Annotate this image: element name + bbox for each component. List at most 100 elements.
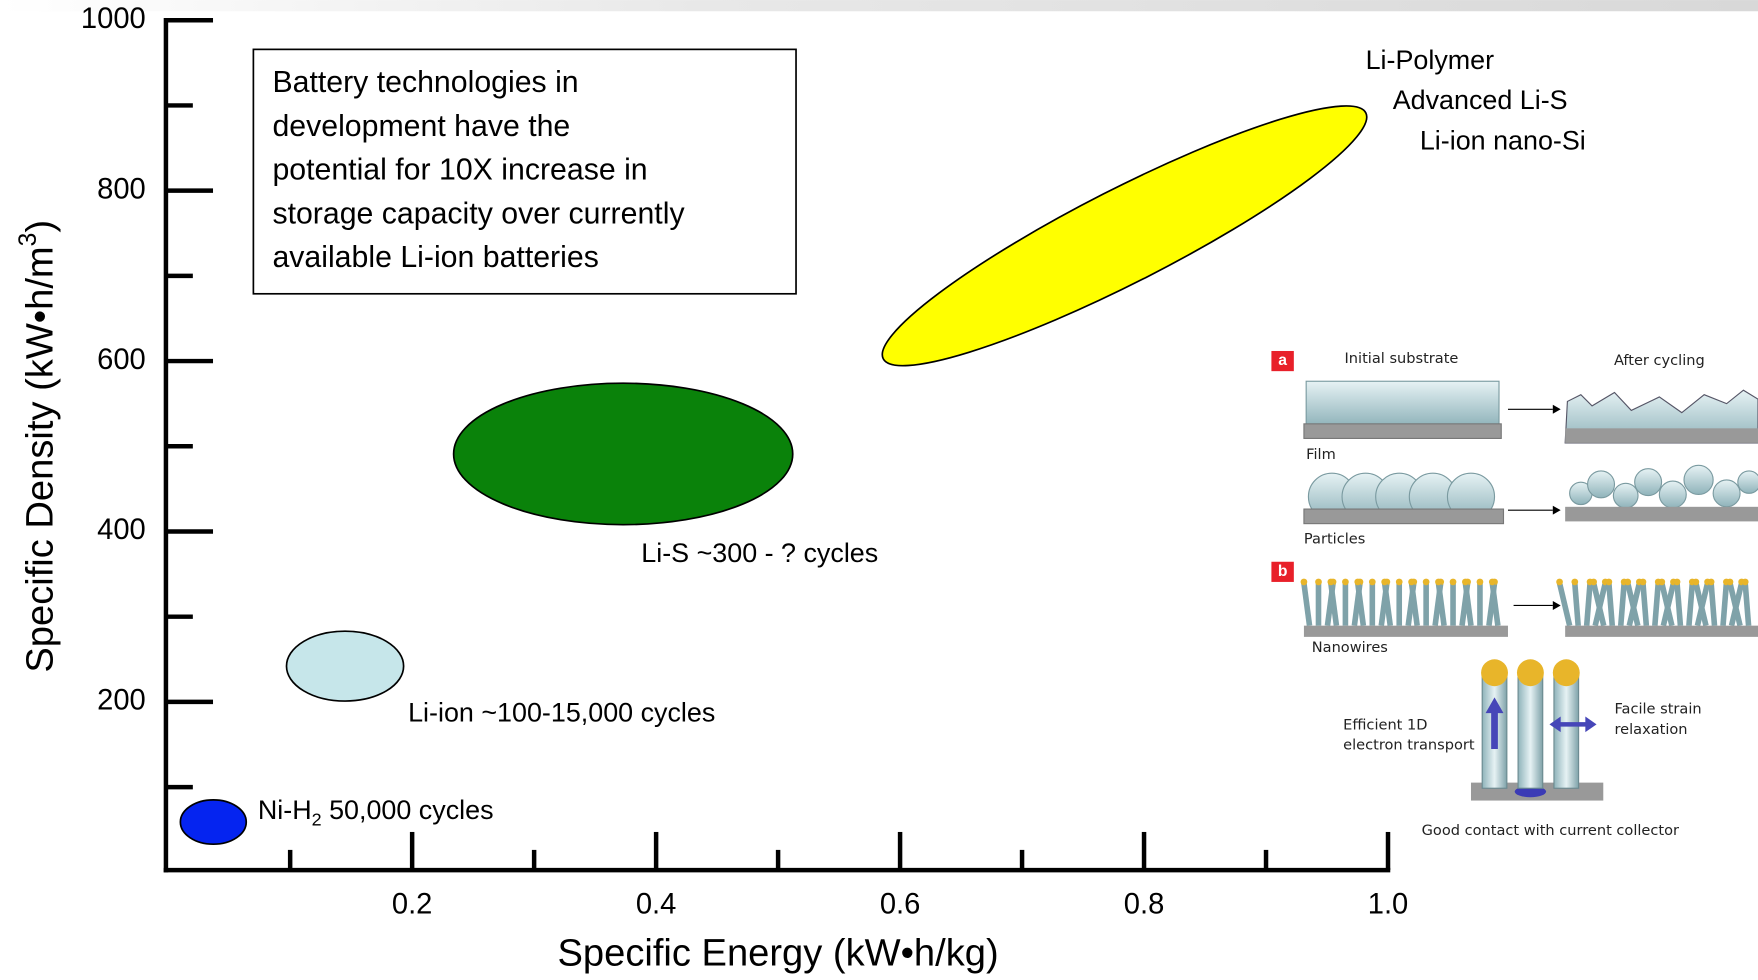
region-label: Li-ion ~100-15,000 cycles [408, 697, 715, 727]
wire [1621, 583, 1624, 626]
cracked-particles [1570, 465, 1758, 508]
region [454, 383, 793, 524]
wire-tip [1606, 579, 1613, 586]
inset-text: relaxation [1614, 721, 1687, 738]
wire [1587, 583, 1590, 626]
wire-tip [1396, 579, 1403, 586]
wire [1575, 583, 1578, 626]
wire [1465, 583, 1471, 626]
label-part: Ni-H [258, 795, 312, 825]
film [1306, 381, 1499, 426]
wire-tip [1408, 579, 1415, 586]
wire [1304, 583, 1310, 626]
y-tick-label: 200 [97, 685, 146, 717]
y-tick-label: 400 [97, 514, 146, 546]
wire [1492, 583, 1498, 626]
wire [1745, 583, 1748, 626]
inset-text: Facile strain [1614, 701, 1701, 718]
pillar [1554, 676, 1579, 788]
wire-tip [1727, 579, 1734, 586]
panel-letter: b [1278, 563, 1288, 580]
wire-tip [1369, 579, 1376, 586]
pillar [1518, 676, 1543, 788]
annotation-line: Battery technologies in [272, 66, 578, 99]
y-label-part: Specific Density (kW•h/m [20, 246, 62, 672]
wire-tip [1640, 579, 1647, 586]
wire-tip [1381, 579, 1388, 586]
wire [1385, 583, 1391, 626]
wire-tip [1674, 579, 1681, 586]
annotation-line: potential for 10X increase in [272, 154, 647, 187]
x-tick-label: 0.2 [392, 889, 433, 921]
wire [1689, 583, 1692, 626]
wire-tip [1571, 579, 1578, 586]
substrate [1565, 626, 1758, 637]
region-label: Li-Polymer [1366, 45, 1495, 75]
wire-tip [1450, 579, 1457, 586]
x-tick-label: 0.6 [880, 889, 921, 921]
header-bar [0, 0, 1758, 11]
wire-tip [1624, 579, 1631, 586]
y-tick-label: 800 [97, 173, 146, 205]
cap [1481, 659, 1508, 686]
region-label: Li-ion nano-Si [1420, 126, 1586, 156]
arrow-head [1553, 405, 1561, 414]
wire [1643, 583, 1646, 626]
wire-tip [1693, 579, 1700, 586]
wire-tip [1354, 579, 1361, 586]
wire-tip [1301, 579, 1308, 586]
wire [1711, 583, 1714, 626]
inset-text: After cycling [1614, 352, 1705, 369]
inset-figure: a Initial substrate After cycling Film P… [1271, 350, 1758, 839]
substrate [1304, 509, 1504, 524]
y-axis-label: Specific Density (kW•h/m3) [15, 220, 62, 673]
region [862, 71, 1387, 400]
inset-text: electron transport [1343, 737, 1475, 754]
chart: Specific Energy (kW•h/kg) Specific Densi… [0, 0, 1758, 980]
wire-tip [1742, 579, 1749, 586]
wire-tip [1342, 579, 1349, 586]
label-sub: 2 [312, 809, 322, 829]
wire-tip [1658, 579, 1665, 586]
region-label: Advanced Li-S [1393, 85, 1568, 115]
region [180, 800, 246, 844]
wire-tip [1477, 579, 1484, 586]
substrate [1565, 428, 1758, 443]
panel-letter: a [1278, 352, 1287, 369]
inset-text: Particles [1304, 530, 1365, 547]
substrate [1565, 507, 1758, 522]
wire-tip [1327, 579, 1334, 586]
wire-tip [1315, 579, 1322, 586]
substrate [1304, 424, 1501, 439]
nanowires [1301, 579, 1749, 626]
cap [1517, 659, 1544, 686]
wire [1609, 583, 1612, 626]
inset-text: Nanowires [1312, 639, 1388, 656]
wire-tip [1556, 579, 1563, 586]
label-part: 50,000 cycles [322, 795, 494, 825]
inset-text: Good contact with current collector [1422, 822, 1679, 839]
inset-text: Efficient 1D [1343, 716, 1427, 733]
wire [1655, 583, 1658, 626]
inset-text: Film [1306, 446, 1336, 463]
wire-tip [1423, 579, 1430, 586]
wire-tip [1489, 579, 1496, 586]
y-tick-label: 1000 [81, 3, 146, 35]
wire-tip [1708, 579, 1715, 586]
annotation-line: development have the [272, 110, 570, 143]
y-tick-label: 600 [97, 344, 146, 376]
wire [1723, 583, 1726, 626]
wire [1412, 583, 1418, 626]
y-label-sup: 3 [15, 233, 42, 247]
wire-tip [1462, 579, 1469, 586]
substrate [1304, 626, 1508, 637]
annotation-line: available Li-ion batteries [272, 241, 598, 274]
wire [1331, 583, 1337, 626]
wire-tip [1590, 579, 1597, 586]
wire [1358, 583, 1364, 626]
arrow-head [1553, 506, 1561, 515]
region-label: Li-S ~300 - ? cycles [641, 538, 878, 568]
wire [1560, 583, 1570, 626]
inset-text: Initial substrate [1345, 350, 1459, 367]
annotation-line: storage capacity over currently [272, 197, 685, 230]
